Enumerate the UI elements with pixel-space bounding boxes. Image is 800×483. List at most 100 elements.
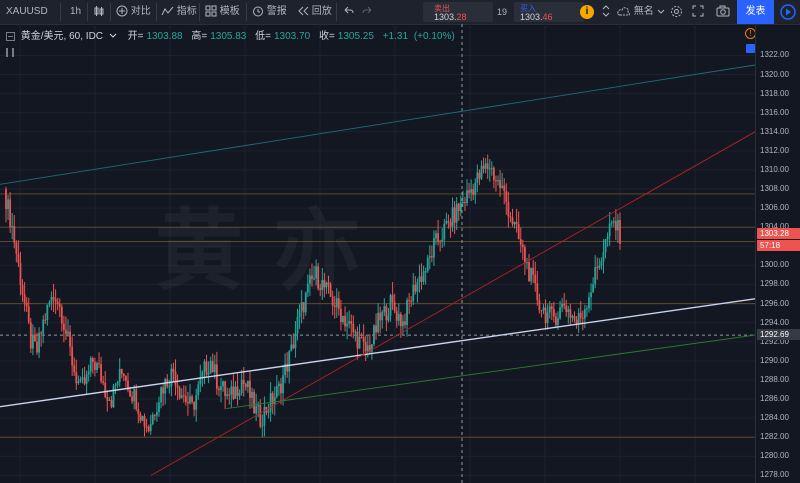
- current-price-tag: 1303.28: [757, 228, 800, 240]
- indicators-button[interactable]: 指标: [161, 0, 197, 24]
- alarm-clock-icon: [253, 6, 263, 17]
- buy-button[interactable]: 买入 1303.46: [514, 2, 584, 22]
- interval-label: 1h: [70, 6, 82, 17]
- legend-low: 低= 1303.70: [255, 31, 311, 42]
- interval-selector[interactable]: 1h: [70, 0, 81, 24]
- candle-body: [346, 323, 349, 327]
- candle-body: [36, 341, 38, 353]
- candle-body: [306, 283, 309, 293]
- candle-body: [536, 283, 539, 301]
- rewind-icon: [298, 7, 309, 16]
- candle-body: [110, 399, 113, 408]
- candle-body: [459, 202, 462, 212]
- play-button[interactable]: [776, 0, 800, 24]
- save-icon[interactable]: [746, 44, 755, 53]
- candle-body: [56, 301, 59, 304]
- candle-body: [226, 394, 229, 396]
- candle-body: [139, 414, 142, 421]
- candle-body: [614, 221, 617, 231]
- candle-body: [331, 296, 334, 306]
- candle-body: [362, 337, 365, 342]
- candle-body: [199, 377, 202, 385]
- publish-label: 发表: [745, 6, 766, 17]
- publish-button[interactable]: 发表: [737, 0, 774, 24]
- fullscreen-button[interactable]: [692, 0, 704, 24]
- redo-button[interactable]: [362, 0, 374, 24]
- candle-body: [71, 346, 74, 366]
- candle-body: [127, 380, 129, 390]
- compare-button[interactable]: 对比: [116, 0, 151, 24]
- candle-body: [203, 361, 206, 372]
- candle-body: [317, 266, 320, 289]
- candle-body: [358, 337, 361, 349]
- candle-body: [375, 325, 377, 333]
- candle-body: [58, 303, 61, 307]
- candle-body: [399, 313, 402, 327]
- price-axis[interactable]: 1278.00 1280.00 1282.00 1284.00 1286.00 1288.…: [755, 24, 800, 483]
- candle-body: [288, 351, 291, 372]
- candle-body: [571, 316, 574, 318]
- candle-body: [402, 321, 404, 327]
- price-tick-label: 1284.00: [760, 413, 789, 423]
- candle-body: [275, 386, 278, 398]
- candle-body: [271, 393, 274, 404]
- candle-body: [393, 302, 396, 311]
- candle-body: [389, 295, 392, 316]
- price-tick-label: 1292.00: [760, 336, 789, 346]
- candle-body: [577, 312, 580, 324]
- sell-button[interactable]: 卖出 1303.28: [423, 2, 493, 22]
- candle-body: [108, 399, 111, 401]
- chevron-down-icon[interactable]: [109, 32, 117, 40]
- candle-body: [455, 203, 458, 223]
- collapse-legend-icon[interactable]: [6, 31, 15, 41]
- candle-body: [311, 275, 313, 280]
- candle-body: [62, 323, 65, 330]
- price-tick-label: 1312.00: [760, 145, 789, 155]
- candle-body: [193, 401, 196, 410]
- candle-body: [87, 371, 90, 375]
- candle-body: [44, 319, 47, 321]
- candle-body: [333, 305, 336, 308]
- candle-body: [164, 379, 167, 394]
- candle-body: [414, 284, 417, 292]
- candle-body: [31, 334, 34, 349]
- candle-body: [251, 391, 253, 398]
- collapse-button[interactable]: [602, 0, 610, 24]
- candle-body: [15, 242, 18, 254]
- symbol-selector[interactable]: XAUUSD: [6, 0, 48, 24]
- candle-body: [292, 344, 295, 349]
- candle-body: [519, 239, 522, 245]
- candle-body: [240, 379, 243, 393]
- candle-body: [102, 381, 105, 383]
- candle-body: [230, 386, 233, 395]
- price-tick-label: 1280.00: [760, 451, 789, 461]
- pause-icon[interactable]: [6, 48, 14, 57]
- candle-body: [397, 313, 400, 321]
- candle-body: [488, 168, 491, 170]
- price-tick-label: 1308.00: [760, 184, 789, 194]
- candle-body: [174, 371, 177, 386]
- indicator-icon: [161, 7, 174, 16]
- alert-label: 警报: [266, 6, 287, 17]
- snapshot-button[interactable]: [716, 0, 730, 24]
- candle-body: [342, 315, 344, 323]
- candle-body: [25, 302, 28, 307]
- templates-button[interactable]: 模板: [205, 0, 240, 24]
- candle-body: [524, 247, 526, 263]
- candle-body: [532, 267, 535, 275]
- settings-button[interactable]: [670, 0, 683, 24]
- alert-button[interactable]: 警报: [252, 0, 287, 24]
- candle-body: [7, 199, 9, 210]
- undo-button[interactable]: [342, 0, 354, 24]
- candle-body: [42, 319, 45, 334]
- candle-body: [420, 276, 423, 282]
- price-tick-label: 1304.00: [760, 222, 789, 232]
- layout-menu[interactable]: 無名: [617, 0, 665, 24]
- info-icon[interactable]: i: [580, 5, 594, 19]
- bar-style-button[interactable]: [93, 0, 105, 24]
- candle-body: [600, 261, 603, 266]
- candle-body: [304, 292, 307, 313]
- price-chart[interactable]: [0, 24, 755, 483]
- replay-button[interactable]: 回放: [297, 0, 332, 24]
- candle-body: [569, 309, 572, 318]
